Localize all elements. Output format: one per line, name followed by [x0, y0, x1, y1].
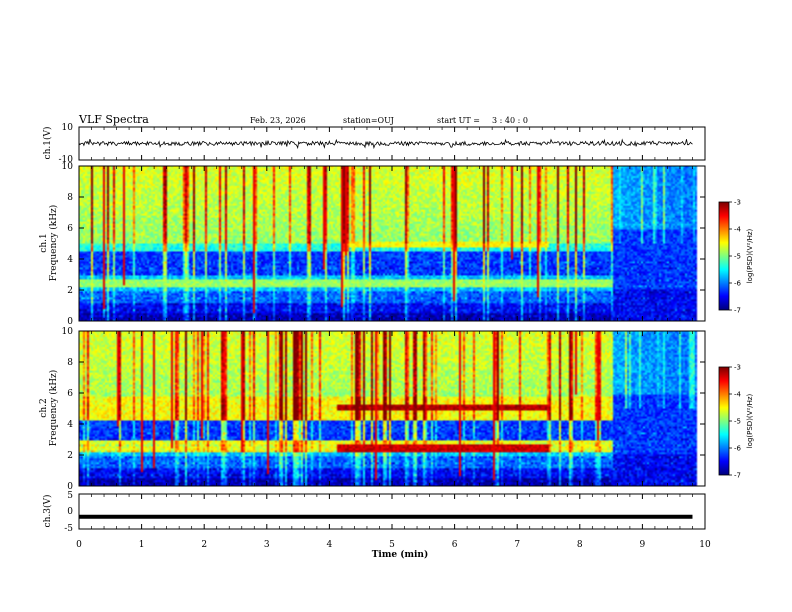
- ytick-label: 0: [67, 482, 73, 492]
- ytick-label: 4: [67, 420, 73, 430]
- xtick-label: 10: [699, 540, 711, 550]
- ytick-label: 2: [67, 286, 73, 296]
- ch1-spectrogram-yticks: 0 2 4 6 8 10: [62, 162, 705, 327]
- xtick-label: 1: [139, 540, 145, 550]
- ch2-spectrogram-heatmap: [79, 331, 705, 486]
- ch2-spectrogram-panel: 0 2 4 6 8 10 ch.2 Frequency (kHz): [39, 327, 706, 492]
- ch3-ytick-top: 5: [67, 491, 73, 501]
- colorbar-gradient: [719, 202, 729, 310]
- colorbar-tick-label: -5: [734, 253, 741, 261]
- xtick-label: 0: [76, 540, 82, 550]
- ytick-label: 0: [67, 317, 73, 327]
- xtick-label: 2: [201, 540, 207, 550]
- ytick-label: 6: [67, 389, 73, 399]
- ch1-spectrogram-heatmap: [79, 166, 705, 321]
- ch1-waveform-ylabel: ch.1(V): [42, 127, 53, 160]
- ch3-waveform-panel: 5 0 -5 ch.3(V): [42, 491, 706, 534]
- xtick-label: 3: [264, 540, 270, 550]
- start-ut-value: 3 : 40 : 0: [492, 116, 528, 125]
- ch1-colorbar: -3 -4 -5 -6 -7 log(PSD)(V²/Hz): [718, 199, 754, 315]
- start-ut-label: start UT =: [437, 116, 480, 125]
- ch1-waveform-line: [78, 138, 693, 150]
- ch3-waveform-background: [79, 494, 705, 529]
- ytick-label: 10: [62, 327, 74, 337]
- colorbar-tick-label: -7: [734, 307, 741, 315]
- ytick-label: 8: [67, 193, 73, 203]
- x-axis-ticks: 0 1 2 3 4 5 6 7 8 9 10: [76, 127, 711, 550]
- ytick-label: 8: [67, 358, 73, 368]
- colorbar-tick-label: -4: [734, 391, 742, 399]
- ytick-label: 2: [67, 451, 73, 461]
- xtick-label: 4: [327, 540, 333, 550]
- colorbar-tick-label: -5: [734, 418, 741, 426]
- ch1-spectrogram-panel: 0 2 4 6 8 10 ch.1 Frequency (kHz): [39, 162, 706, 327]
- xtick-label: 9: [640, 540, 646, 550]
- colorbar-tick-label: -6: [734, 445, 742, 453]
- ch2-spectrogram-ylabel-frequency: Frequency (kHz): [48, 370, 59, 447]
- colorbar-tick-label: -3: [734, 364, 741, 372]
- ch3-ytick-bottom: -5: [64, 524, 73, 534]
- ch1-ytick-bottom: -10: [59, 155, 74, 165]
- colorbar-tick-label: -7: [734, 472, 741, 480]
- colorbar-tick-label: -4: [734, 226, 742, 234]
- spectrogram-image: [79, 166, 705, 321]
- date-label: Feb. 23, 2026: [250, 116, 306, 125]
- xtick-label: 7: [514, 540, 520, 550]
- xtick-label: 8: [577, 540, 583, 550]
- ch1-ytick-top: 10: [62, 123, 74, 133]
- colorbar-tick-label: -3: [734, 199, 741, 207]
- ch3-waveform-ylabel: ch.3(V): [42, 495, 53, 528]
- ch2-colorbar: -3 -4 -5 -6 -7 log(PSD)(V²/Hz): [718, 364, 754, 480]
- ch1-spectrogram-ylabel-channel: ch.1: [39, 233, 49, 252]
- ch1-waveform-trace: [78, 138, 693, 150]
- xtick-label: 6: [452, 540, 458, 550]
- ytick-label: 6: [67, 224, 73, 234]
- ytick-label: 10: [62, 162, 74, 172]
- ch1-spectrogram-ylabel-frequency: Frequency (kHz): [48, 205, 59, 282]
- colorbar-label: log(PSD)(V²/Hz): [746, 393, 754, 448]
- figure-title: VLF Spectra: [78, 113, 149, 126]
- ch2-spectrogram-ylabel-channel: ch.2: [39, 398, 49, 417]
- colorbar-gradient: [719, 367, 729, 475]
- colorbar-tick-label: -6: [734, 280, 742, 288]
- ch3-ytick-middle: 0: [67, 507, 73, 517]
- station-label: station=OUJ: [343, 116, 394, 125]
- xtick-label: 5: [389, 540, 395, 550]
- colorbar-label: log(PSD)(V²/Hz): [746, 228, 754, 283]
- ch2-spectrogram-yticks: 0 2 4 6 8 10: [62, 327, 705, 492]
- x-axis-label: Time (min): [372, 549, 429, 560]
- ytick-label: 4: [67, 255, 73, 265]
- spectrogram-image: [79, 331, 705, 486]
